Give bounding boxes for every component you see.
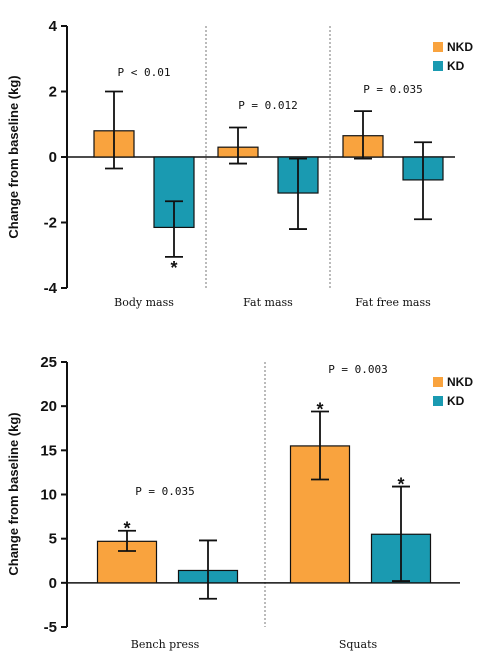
chart-strength: Change from baseline (kg) NKD KD 25 20 15 1… bbox=[6, 354, 473, 651]
y-tick-label: 0 bbox=[49, 575, 57, 592]
legend-label-nkd: NKD bbox=[447, 40, 473, 54]
significance-star: * bbox=[397, 475, 404, 495]
y-tick-label: 2 bbox=[49, 84, 57, 101]
x-category-label: Fat free mass bbox=[355, 296, 431, 309]
p-value-annotation: P = 0.035 bbox=[363, 83, 423, 96]
y-tick-label: 4 bbox=[49, 18, 58, 35]
legend-swatch-nkd bbox=[433, 377, 443, 387]
p-value-annotation: P = 0.003 bbox=[328, 363, 388, 376]
y-tick-label: -5 bbox=[44, 619, 57, 636]
p-value-annotation: P = 0.035 bbox=[135, 485, 195, 498]
legend: NKD KD bbox=[433, 40, 473, 73]
y-tick-label: -2 bbox=[44, 215, 57, 232]
legend-label-kd: KD bbox=[447, 394, 465, 408]
p-value-annotation: P = 0.012 bbox=[238, 99, 298, 112]
y-tick-label: 10 bbox=[40, 487, 57, 504]
p-value-annotation: P < 0.01 bbox=[118, 66, 171, 79]
y-tick-label: 0 bbox=[49, 149, 57, 166]
significance-star: * bbox=[123, 519, 130, 539]
legend-swatch-kd bbox=[433, 396, 443, 406]
significance-star: * bbox=[170, 258, 177, 278]
significance-star: * bbox=[316, 399, 323, 419]
y-tick-label: 15 bbox=[40, 442, 57, 459]
y-axis-label: Change from baseline (kg) bbox=[6, 75, 21, 238]
legend-swatch-nkd bbox=[433, 42, 443, 52]
x-category-label: Bench press bbox=[131, 638, 200, 651]
y-tick-label: 25 bbox=[40, 354, 57, 371]
y-tick-label: 5 bbox=[49, 531, 57, 548]
legend-label-kd: KD bbox=[447, 59, 465, 73]
y-axis-label: Change from baseline (kg) bbox=[6, 412, 21, 575]
legend: NKD KD bbox=[433, 375, 473, 408]
chart-body-composition: Change from baseline (kg) NKD KD 4 2 0 -2 -4… bbox=[6, 18, 473, 309]
y-tick-label: 20 bbox=[40, 398, 57, 415]
x-category-label: Squats bbox=[339, 638, 378, 651]
legend-swatch-kd bbox=[433, 61, 443, 71]
x-category-label: Fat mass bbox=[243, 296, 293, 309]
legend-label-nkd: NKD bbox=[447, 375, 473, 389]
y-tick-label: -4 bbox=[44, 280, 58, 297]
x-category-label: Body mass bbox=[114, 296, 174, 309]
